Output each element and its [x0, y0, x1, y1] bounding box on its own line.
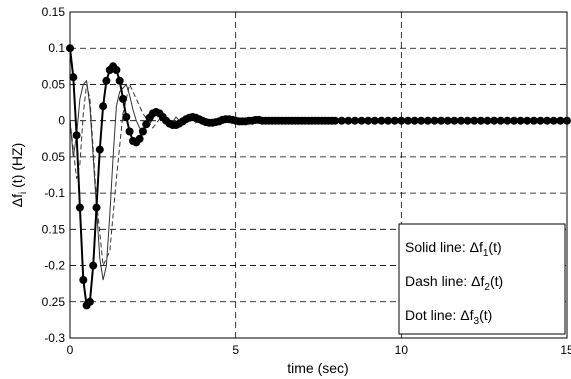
- y-tick-label: 0.1: [48, 41, 65, 55]
- series-dot-point: [496, 116, 505, 125]
- series-dot-point: [85, 297, 94, 306]
- y-tick-label: -0.2: [44, 259, 65, 273]
- series-dot-point: [337, 116, 346, 125]
- series-dot-point: [75, 203, 84, 212]
- series-dot-point: [102, 76, 111, 85]
- series-dot-point: [516, 116, 525, 125]
- series-dot-point: [443, 116, 452, 125]
- series-dot-point: [344, 116, 353, 125]
- y-tick-label: 0.05: [42, 77, 66, 91]
- series-dot-point: [89, 261, 98, 270]
- series-dot-point: [357, 116, 366, 125]
- series-dot-point: [115, 76, 124, 85]
- series-dot-point: [529, 116, 538, 125]
- series-dot-point: [556, 116, 565, 125]
- series-dot-point: [99, 102, 108, 111]
- series-dot-point: [430, 116, 439, 125]
- y-tick-label: -0.1: [44, 186, 65, 200]
- series-dot-point: [370, 116, 379, 125]
- series-dot-point: [397, 116, 406, 125]
- series-dot-point: [543, 116, 552, 125]
- legend-entry-dash: Dash line: Δf2(t): [405, 273, 503, 293]
- series-dot-point: [95, 145, 104, 154]
- x-tick-label: 15: [560, 343, 571, 357]
- y-tick-label: 0.15: [42, 222, 66, 236]
- series-dot-point: [483, 116, 492, 125]
- series-dot-point: [92, 203, 101, 212]
- series-dot-point: [119, 94, 127, 103]
- y-tick-label: 0.25: [42, 295, 66, 309]
- series-dot-point: [350, 116, 359, 125]
- series-dot-point: [69, 73, 78, 82]
- legend-entry-solid: Solid line: Δf1(t): [405, 239, 502, 259]
- series-dot-point: [536, 116, 545, 125]
- series-dot-point: [364, 116, 373, 125]
- legend: Solid line: Δf1(t) Dash line: Δf2(t) Dot…: [398, 223, 566, 335]
- legend-box: [398, 223, 566, 335]
- x-tick-label: 0: [67, 343, 74, 357]
- series-dot-point: [79, 276, 88, 284]
- series-dot-point: [390, 116, 399, 125]
- series-dot-point: [138, 127, 147, 136]
- series-dot-point: [490, 116, 499, 125]
- series-dot-point: [135, 134, 144, 143]
- series-dot-point: [142, 120, 151, 129]
- y-tick-label: -0.3: [44, 331, 65, 345]
- series-dot-point: [450, 116, 459, 125]
- series-dot-point: [476, 116, 485, 125]
- series-layer: [66, 44, 571, 310]
- series-dot-point: [463, 116, 472, 125]
- series-dot-point: [510, 116, 518, 125]
- series-dot-point: [523, 116, 532, 125]
- series-dot-point: [125, 127, 134, 136]
- series-dot-point: [122, 113, 131, 121]
- y-axis-label: Δfi (t) (HZ): [9, 143, 29, 207]
- series-dot-point: [377, 116, 386, 125]
- y-tick-label: 0.05: [42, 150, 66, 164]
- series-dot-point: [384, 116, 393, 125]
- series-dot-point: [549, 116, 558, 125]
- series-dot-point: [72, 131, 81, 140]
- plot-frame: [69, 11, 568, 339]
- legend-entry-dot: Dot line: Δf3(t): [405, 307, 492, 327]
- x-tick-label: 10: [395, 343, 409, 357]
- x-tick-label: 5: [232, 343, 239, 357]
- series-dot-point: [404, 116, 412, 125]
- series-dot-point: [410, 116, 419, 125]
- series-dot-point: [470, 116, 479, 125]
- series-dot-point: [112, 66, 121, 74]
- series-dot-point: [437, 116, 446, 125]
- y-tick-label: 0: [58, 114, 65, 128]
- series-dot-point: [417, 116, 426, 125]
- y-tick-label: 0.15: [42, 5, 66, 19]
- series-dot-point: [331, 116, 340, 125]
- x-axis-label: time (sec): [287, 360, 348, 376]
- series-dot-point: [423, 116, 432, 125]
- series-dot-point: [457, 116, 465, 125]
- series-dot-point: [503, 116, 512, 125]
